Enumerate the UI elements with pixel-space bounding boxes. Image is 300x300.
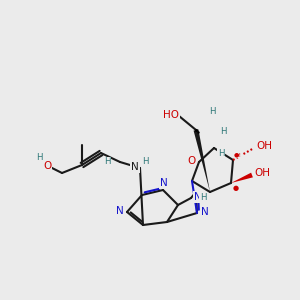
Text: ●!: ●!: [234, 152, 242, 158]
Text: H: H: [200, 193, 206, 202]
Polygon shape: [231, 173, 253, 183]
Text: N: N: [131, 162, 139, 172]
Text: H: H: [142, 158, 148, 166]
Text: H: H: [36, 152, 42, 161]
Text: H: H: [104, 158, 110, 166]
Text: HO: HO: [163, 110, 179, 120]
Text: OH: OH: [256, 141, 272, 151]
Text: H: H: [209, 107, 215, 116]
Polygon shape: [194, 129, 210, 192]
Text: ●: ●: [233, 185, 239, 191]
Text: OH: OH: [254, 168, 270, 178]
Text: H: H: [220, 128, 226, 136]
Text: O: O: [43, 161, 51, 171]
Text: N: N: [201, 207, 209, 217]
Text: N: N: [160, 178, 168, 188]
Text: H: H: [218, 148, 224, 158]
Text: N: N: [194, 192, 202, 202]
Text: N: N: [116, 206, 124, 216]
Text: O: O: [187, 156, 195, 166]
